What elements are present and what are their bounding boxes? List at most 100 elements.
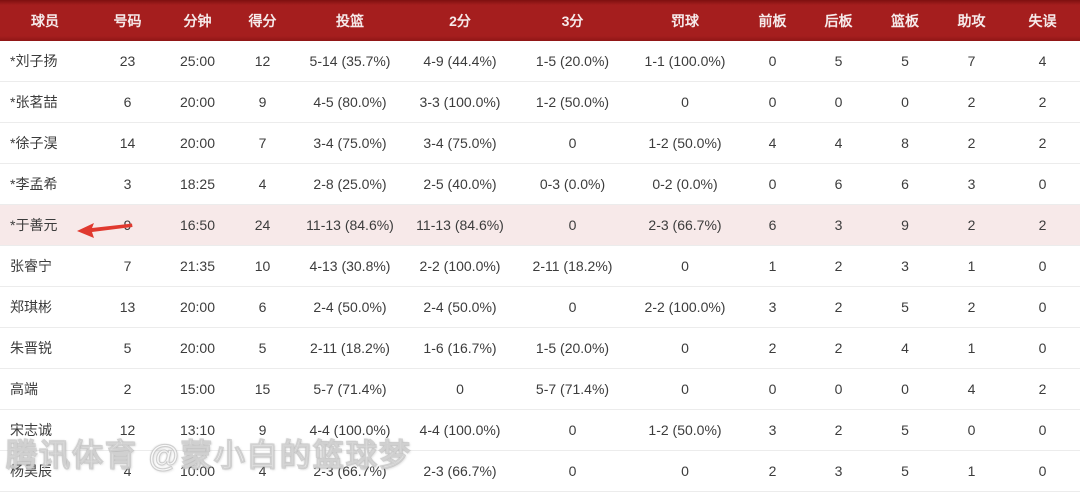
column-header-minutes: 分钟 — [165, 0, 230, 41]
table-row[interactable]: 高端 2 15:00 15 5-7 (71.4%) 0 5-7 (71.4%) 0 0 0 0 4 2 — [0, 368, 1080, 410]
table-header: 球员 号码 分钟 得分 投篮 2分 3分 罚球 前板 后板 篮板 助攻 失误 — [0, 0, 1080, 41]
cell-number: 5 — [90, 327, 165, 369]
cell-tov: 0 — [1005, 286, 1080, 328]
cell-off_reb: 2 — [740, 327, 805, 369]
cell-player: *张茗喆 — [0, 81, 90, 123]
cell-def_reb: 2 — [805, 245, 872, 287]
column-header-points: 得分 — [230, 0, 295, 41]
table-row[interactable]: *张茗喆 6 20:00 9 4-5 (80.0%) 3-3 (100.0%) 1-2 (5… — [0, 81, 1080, 123]
cell-ast: 1 — [938, 450, 1005, 492]
cell-three_pt: 2-11 (18.2%) — [515, 245, 630, 287]
cell-fg: 11-13 (84.6%) — [295, 204, 405, 246]
column-header-ast: 助攻 — [938, 0, 1005, 41]
table-row[interactable]: 张睿宁 7 21:35 10 4-13 (30.8%) 2-2 (100.0%) 2-11 … — [0, 245, 1080, 287]
cell-def_reb: 2 — [805, 409, 872, 451]
cell-number: 6 — [90, 81, 165, 123]
cell-two_pt: 2-3 (66.7%) — [405, 450, 515, 492]
cell-points: 12 — [230, 41, 295, 82]
cell-player: 高端 — [0, 368, 90, 410]
cell-fg: 2-4 (50.0%) — [295, 286, 405, 328]
column-header-number: 号码 — [90, 0, 165, 41]
column-header-two-pt: 2分 — [405, 0, 515, 41]
cell-ast: 1 — [938, 327, 1005, 369]
cell-number: 4 — [90, 450, 165, 492]
cell-points: 15 — [230, 368, 295, 410]
column-header-tov: 失误 — [1005, 0, 1080, 41]
cell-two_pt: 0 — [405, 368, 515, 410]
cell-off_reb: 1 — [740, 245, 805, 287]
cell-tov: 0 — [1005, 163, 1080, 205]
column-header-off-reb: 前板 — [740, 0, 805, 41]
cell-off_reb: 3 — [740, 286, 805, 328]
table-row[interactable]: 郑琪彬 13 20:00 6 2-4 (50.0%) 2-4 (50.0%) 0 2-2 (1… — [0, 286, 1080, 328]
cell-def_reb: 0 — [805, 81, 872, 123]
table-row[interactable]: 宋志诚 12 13:10 9 4-4 (100.0%) 4-4 (100.0%) 0 1-2 … — [0, 409, 1080, 451]
cell-reb: 5 — [872, 41, 938, 82]
cell-two_pt: 3-3 (100.0%) — [405, 81, 515, 123]
table-row[interactable]: *刘子扬 23 25:00 12 5-14 (35.7%) 4-9 (44.4%) 1-5 … — [0, 41, 1080, 82]
cell-number: 3 — [90, 163, 165, 205]
cell-three_pt: 0 — [515, 409, 630, 451]
cell-tov: 0 — [1005, 327, 1080, 369]
cell-def_reb: 2 — [805, 327, 872, 369]
cell-number: 23 — [90, 41, 165, 82]
cell-ast: 1 — [938, 245, 1005, 287]
cell-def_reb: 3 — [805, 450, 872, 492]
cell-reb: 5 — [872, 409, 938, 451]
cell-off_reb: 4 — [740, 122, 805, 164]
cell-minutes: 18:25 — [165, 163, 230, 205]
cell-minutes: 15:00 — [165, 368, 230, 410]
cell-player: *于善元 — [0, 204, 90, 246]
cell-tov: 2 — [1005, 81, 1080, 123]
cell-two_pt: 4-9 (44.4%) — [405, 41, 515, 82]
cell-ft: 0-2 (0.0%) — [630, 163, 740, 205]
cell-tov: 0 — [1005, 409, 1080, 451]
cell-reb: 5 — [872, 286, 938, 328]
cell-three_pt: 0 — [515, 286, 630, 328]
cell-ft: 1-1 (100.0%) — [630, 41, 740, 82]
cell-fg: 4-13 (30.8%) — [295, 245, 405, 287]
cell-points: 9 — [230, 409, 295, 451]
cell-ast: 4 — [938, 368, 1005, 410]
cell-ft: 0 — [630, 245, 740, 287]
cell-player: 张睿宁 — [0, 245, 90, 287]
cell-player: 杨昊辰 — [0, 450, 90, 492]
cell-fg: 5-14 (35.7%) — [295, 41, 405, 82]
cell-player: *刘子扬 — [0, 41, 90, 82]
cell-off_reb: 0 — [740, 368, 805, 410]
cell-minutes: 20:00 — [165, 81, 230, 123]
cell-ast: 2 — [938, 204, 1005, 246]
table-row[interactable]: *徐子淏 14 20:00 7 3-4 (75.0%) 3-4 (75.0%) 0 1-2 (… — [0, 122, 1080, 164]
cell-minutes: 20:00 — [165, 122, 230, 164]
cell-def_reb: 4 — [805, 122, 872, 164]
cell-ast: 7 — [938, 41, 1005, 82]
cell-ft: 0 — [630, 327, 740, 369]
cell-ft: 1-2 (50.0%) — [630, 409, 740, 451]
table-row[interactable]: *于善元 9 16:50 24 11-13 (84.6%) 11-13 (84.6%) 0 2… — [0, 204, 1080, 246]
column-header-three-pt: 3分 — [515, 0, 630, 41]
cell-points: 4 — [230, 450, 295, 492]
column-header-def-reb: 后板 — [805, 0, 872, 41]
cell-three_pt: 0 — [515, 204, 630, 246]
table-row[interactable]: 杨昊辰 4 10:00 4 2-3 (66.7%) 2-3 (66.7%) 0 0 2 3 5 1 0 — [0, 450, 1080, 492]
cell-def_reb: 6 — [805, 163, 872, 205]
cell-number: 9 — [90, 204, 165, 246]
cell-minutes: 25:00 — [165, 41, 230, 82]
cell-three_pt: 5-7 (71.4%) — [515, 368, 630, 410]
cell-reb: 0 — [872, 368, 938, 410]
cell-reb: 9 — [872, 204, 938, 246]
table-row[interactable]: *李孟希 3 18:25 4 2-8 (25.0%) 2-5 (40.0%) 0-3 (0.… — [0, 163, 1080, 205]
table-row[interactable]: 朱晋锐 5 20:00 5 2-11 (18.2%) 1-6 (16.7%) 1-5 (20… — [0, 327, 1080, 369]
cell-fg: 4-4 (100.0%) — [295, 409, 405, 451]
cell-number: 2 — [90, 368, 165, 410]
cell-player: 郑琪彬 — [0, 286, 90, 328]
cell-minutes: 20:00 — [165, 327, 230, 369]
cell-def_reb: 3 — [805, 204, 872, 246]
cell-two_pt: 11-13 (84.6%) — [405, 204, 515, 246]
cell-number: 14 — [90, 122, 165, 164]
column-header-player: 球员 — [0, 0, 90, 41]
cell-ft: 1-2 (50.0%) — [630, 122, 740, 164]
cell-reb: 4 — [872, 327, 938, 369]
cell-def_reb: 5 — [805, 41, 872, 82]
column-header-ft: 罚球 — [630, 0, 740, 41]
